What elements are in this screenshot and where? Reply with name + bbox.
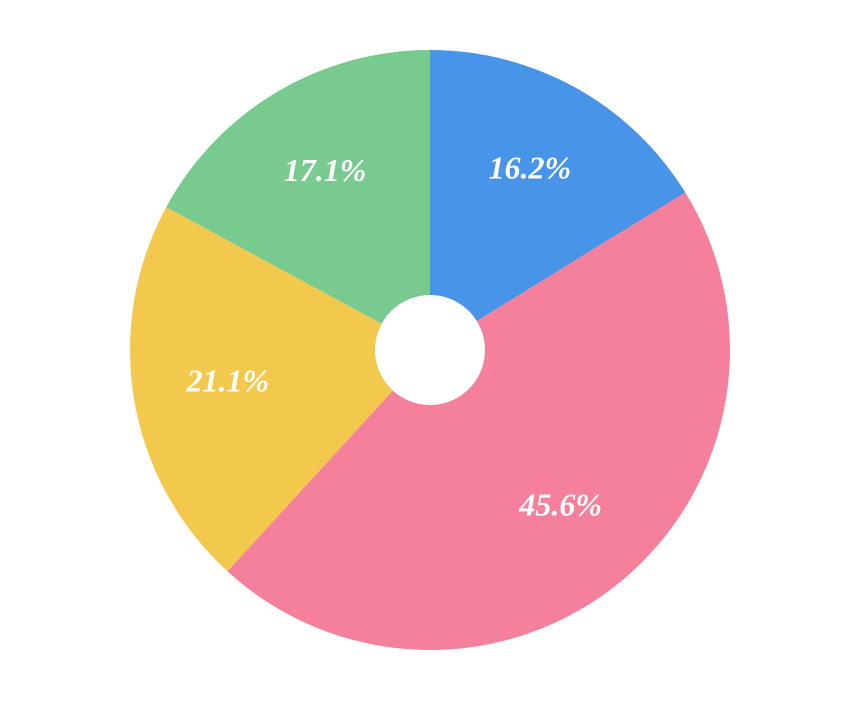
donut-slice-label: 45.6% (518, 486, 602, 522)
donut-slice-label: 21.1% (186, 362, 270, 398)
donut-slice-label: 16.2% (489, 149, 572, 185)
donut-chart: 16.2% 45.6% 21.1% 17.1% (0, 0, 860, 701)
donut-chart-svg: 16.2% 45.6% 21.1% 17.1% (0, 0, 860, 701)
donut-slice-label: 17.1% (284, 152, 367, 188)
